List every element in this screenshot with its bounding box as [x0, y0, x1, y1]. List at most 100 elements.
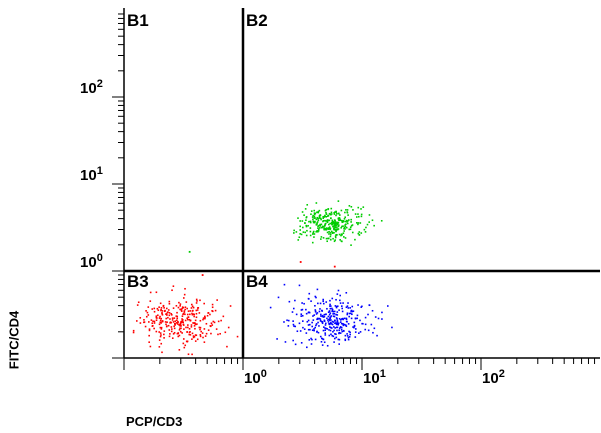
data-point	[305, 332, 308, 334]
data-point	[343, 323, 346, 326]
data-point	[360, 213, 363, 216]
data-point	[211, 310, 214, 313]
data-point	[187, 353, 190, 356]
data-point	[321, 344, 324, 346]
data-point	[324, 222, 327, 225]
data-point	[300, 313, 303, 315]
data-point	[332, 221, 334, 223]
data-point	[329, 326, 331, 328]
data-point	[212, 320, 215, 323]
data-point	[353, 321, 356, 324]
data-point	[345, 226, 348, 229]
data-point	[206, 314, 209, 317]
data-point	[331, 320, 334, 323]
data-point	[163, 337, 165, 339]
data-point	[155, 330, 158, 333]
data-point	[328, 219, 331, 222]
data-point	[205, 322, 208, 325]
data-point	[364, 328, 367, 331]
data-point	[357, 222, 360, 224]
data-point	[336, 227, 338, 229]
data-point	[326, 231, 329, 234]
data-point	[179, 303, 182, 305]
data-point	[186, 307, 188, 310]
data-point	[315, 323, 318, 325]
data-point	[339, 239, 341, 241]
data-point	[346, 333, 348, 335]
data-point	[198, 326, 201, 329]
data-point	[299, 229, 302, 231]
quadrant-label: B2	[246, 11, 268, 30]
data-point	[187, 318, 189, 321]
data-point	[151, 322, 154, 325]
data-point	[318, 317, 321, 320]
data-point	[316, 221, 319, 223]
data-point	[322, 326, 325, 328]
data-point	[317, 225, 319, 228]
data-point	[159, 335, 162, 338]
data-point	[330, 211, 333, 214]
data-point	[332, 225, 334, 228]
data-point	[169, 318, 171, 320]
data-point	[332, 221, 335, 224]
data-point	[322, 316, 325, 318]
data-point	[174, 322, 176, 325]
data-point	[341, 307, 343, 310]
data-point	[348, 205, 351, 207]
data-point	[360, 306, 363, 308]
data-point	[184, 308, 186, 311]
data-point	[187, 310, 190, 312]
data-point	[184, 319, 187, 322]
data-point	[291, 311, 294, 313]
data-point	[312, 220, 315, 223]
data-point	[326, 227, 328, 229]
data-point	[333, 312, 336, 315]
data-point	[317, 211, 320, 214]
data-point	[201, 332, 204, 334]
data-point	[348, 336, 351, 338]
data-point	[336, 321, 339, 323]
data-point	[329, 312, 332, 314]
data-point	[191, 332, 194, 335]
data-point	[356, 314, 359, 317]
data-point	[350, 224, 353, 227]
data-point	[343, 227, 345, 230]
data-point	[168, 329, 171, 331]
data-point	[351, 224, 354, 226]
data-point	[331, 307, 333, 310]
data-point	[300, 309, 303, 311]
data-point	[299, 220, 301, 222]
data-point	[176, 323, 179, 325]
data-point	[305, 219, 307, 221]
data-point	[304, 231, 306, 234]
data-point	[355, 328, 357, 330]
data-point	[312, 319, 315, 321]
data-point	[294, 343, 297, 346]
data-point	[139, 322, 142, 324]
data-point	[334, 320, 336, 322]
data-point	[329, 228, 331, 231]
data-point	[173, 317, 176, 319]
data-point	[317, 219, 320, 222]
data-point	[171, 317, 174, 319]
data-point	[354, 213, 357, 215]
data-point	[368, 304, 371, 307]
data-point	[322, 237, 325, 239]
data-point	[292, 323, 295, 326]
data-point	[203, 341, 206, 343]
data-point	[317, 331, 320, 334]
data-point	[325, 215, 328, 218]
data-point	[172, 307, 175, 309]
data-point	[175, 315, 178, 317]
data-point	[334, 305, 337, 307]
data-point	[349, 331, 351, 334]
data-point	[327, 319, 329, 321]
data-point	[324, 227, 326, 230]
data-point	[182, 306, 185, 309]
data-point	[328, 334, 331, 337]
data-point	[348, 228, 351, 231]
data-point	[317, 217, 319, 220]
data-point	[367, 329, 370, 332]
data-point	[309, 328, 311, 331]
data-point	[347, 307, 350, 309]
